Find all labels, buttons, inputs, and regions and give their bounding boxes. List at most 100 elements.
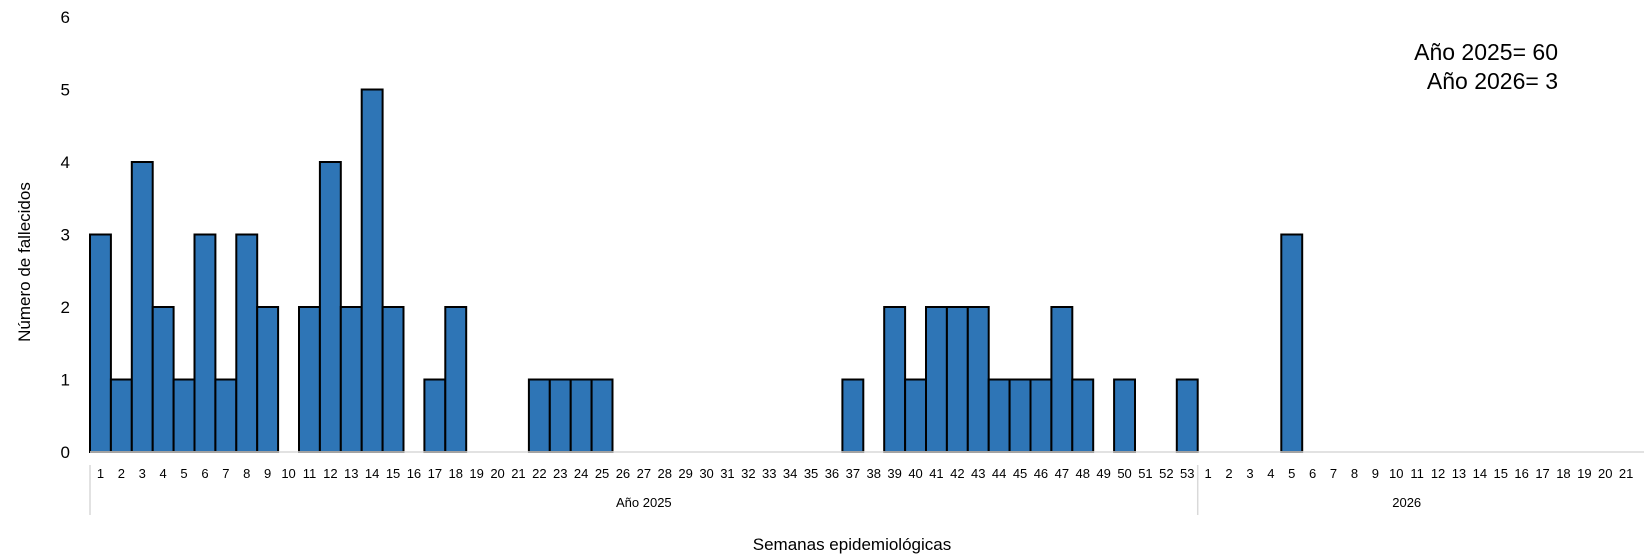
x-axis-ticks: 1 2 3 4 5 6 7 8 9 10 11 12 13 14 15 16 17 18 19 20 21 22 23 24 2… xyxy=(97,466,1644,481)
y-tick-label: 0 xyxy=(61,443,70,462)
x-tick-label: 6 xyxy=(1309,466,1316,481)
bar xyxy=(590,378,614,453)
x-tick-label: 50 xyxy=(1117,466,1131,481)
bar xyxy=(339,306,363,453)
annotation-total-2026: Año 2026= 3 xyxy=(1427,68,1558,94)
x-tick-label: 1 xyxy=(97,466,104,481)
x-tick-label: 4 xyxy=(1267,466,1274,481)
x-tick-label: 4 xyxy=(160,466,167,481)
x-tick-label: 8 xyxy=(243,466,250,481)
x-axis-title: Semanas epidemiológicas xyxy=(753,535,951,554)
x-tick-label: 36 xyxy=(825,466,839,481)
bar xyxy=(193,233,217,453)
bar xyxy=(381,306,405,453)
x-tick-label: 44 xyxy=(992,466,1006,481)
x-group-label: 2026 xyxy=(1392,495,1421,510)
bar xyxy=(548,378,572,453)
x-tick-label: 10 xyxy=(281,466,295,481)
x-tick-label: 38 xyxy=(867,466,881,481)
y-axis-title: Número de fallecidos xyxy=(15,182,34,342)
x-tick-label: 41 xyxy=(929,466,943,481)
x-tick-label: 18 xyxy=(449,466,463,481)
x-tick-label: 46 xyxy=(1034,466,1048,481)
x-tick-label: 2 xyxy=(118,466,125,481)
bar xyxy=(1280,233,1304,453)
bar xyxy=(527,378,551,453)
bar xyxy=(841,378,865,453)
y-tick-label: 6 xyxy=(61,8,70,27)
x-tick-label: 13 xyxy=(344,466,358,481)
y-tick-label: 4 xyxy=(61,153,70,172)
bar xyxy=(883,306,907,453)
x-tick-label: 19 xyxy=(469,466,483,481)
x-tick-label: 3 xyxy=(139,466,146,481)
x-tick-label: 35 xyxy=(804,466,818,481)
x-tick-label: 52 xyxy=(1159,466,1173,481)
x-tick-label: 16 xyxy=(1514,466,1528,481)
bar xyxy=(235,233,259,453)
x-tick-label: 40 xyxy=(908,466,922,481)
bar xyxy=(925,306,948,453)
x-tick-label: 43 xyxy=(971,466,985,481)
bar xyxy=(172,378,196,453)
bar xyxy=(298,306,321,453)
x-tick-label: 12 xyxy=(323,466,337,481)
x-tick-label: 33 xyxy=(762,466,776,481)
bar xyxy=(318,161,342,453)
x-tick-label: 21 xyxy=(1619,466,1633,481)
y-axis-ticks: 0 1 2 3 4 5 6 xyxy=(61,8,70,462)
x-tick-label: 9 xyxy=(1372,466,1379,481)
x-tick-label: 51 xyxy=(1138,466,1152,481)
x-tick-label: 7 xyxy=(1330,466,1337,481)
x-tick-label: 30 xyxy=(699,466,713,481)
x-tick-label: 22 xyxy=(532,466,546,481)
x-tick-label: 32 xyxy=(741,466,755,481)
bar xyxy=(945,306,969,453)
x-tick-label: 16 xyxy=(407,466,421,481)
x-tick-label: 49 xyxy=(1096,466,1110,481)
x-tick-label: 14 xyxy=(365,466,379,481)
x-tick-label: 17 xyxy=(428,466,442,481)
y-tick-label: 1 xyxy=(61,371,70,390)
bar xyxy=(987,378,1011,453)
x-tick-label: 2 xyxy=(1225,466,1232,481)
x-tick-label: 20 xyxy=(490,466,504,481)
bar xyxy=(569,378,593,453)
x-tick-label: 15 xyxy=(386,466,400,481)
x-tick-label: 28 xyxy=(658,466,672,481)
bar xyxy=(214,378,238,453)
x-axis-groups: Año 2025 2026 xyxy=(89,465,1421,515)
x-tick-label: 11 xyxy=(1410,466,1424,481)
x-tick-label: 8 xyxy=(1351,466,1358,481)
x-tick-label: 9 xyxy=(264,466,271,481)
x-tick-label: 21 xyxy=(511,466,525,481)
x-tick-label: 7 xyxy=(222,466,229,481)
x-tick-label: 1 xyxy=(1205,466,1212,481)
bar xyxy=(966,306,990,453)
x-tick-label: 11 xyxy=(303,466,317,481)
bar xyxy=(360,88,384,453)
x-tick-label: 6 xyxy=(201,466,208,481)
bar xyxy=(1029,378,1053,453)
bar xyxy=(423,378,447,453)
x-tick-label: 45 xyxy=(1013,466,1027,481)
y-tick-label: 5 xyxy=(61,81,70,100)
y-tick-label: 2 xyxy=(61,298,70,317)
bars xyxy=(89,88,1304,453)
x-tick-label: 53 xyxy=(1180,466,1194,481)
bar xyxy=(1175,378,1199,453)
bar xyxy=(444,306,468,453)
x-tick-label: 5 xyxy=(1288,466,1295,481)
bar xyxy=(1113,378,1136,453)
x-tick-label: 29 xyxy=(678,466,692,481)
x-tick-label: 48 xyxy=(1076,466,1090,481)
bar xyxy=(89,233,112,453)
bar xyxy=(1050,306,1074,453)
x-tick-label: 47 xyxy=(1055,466,1069,481)
bar xyxy=(151,306,175,453)
x-tick-label: 5 xyxy=(180,466,187,481)
x-tick-label: 25 xyxy=(595,466,609,481)
x-tick-label: 26 xyxy=(616,466,630,481)
bar xyxy=(904,378,927,453)
